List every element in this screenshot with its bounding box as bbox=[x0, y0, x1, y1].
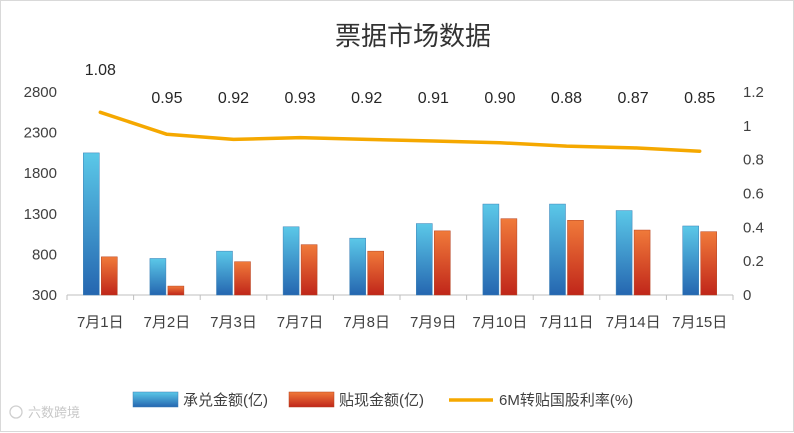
x-tick-label: 7月14日 bbox=[606, 314, 661, 331]
bars bbox=[83, 152, 717, 296]
rate-data-label: 0.87 bbox=[618, 90, 649, 107]
bar-discount bbox=[567, 220, 584, 296]
y-right-tick-label: 0.8 bbox=[743, 152, 764, 169]
bar-discount bbox=[500, 218, 518, 296]
legend-label-acceptance: 承兑金额(亿) bbox=[183, 392, 268, 409]
rate-line bbox=[98, 110, 702, 153]
legend: 承兑金额(亿) 贴现金额(亿) 6M转贴国股利率(%) bbox=[132, 391, 633, 409]
y-left-tick-label: 800 bbox=[32, 246, 57, 263]
watermark-text: 六数跨境 bbox=[28, 405, 80, 420]
bar-acceptance bbox=[149, 258, 167, 296]
legend-label-discount: 贴现金额(亿) bbox=[339, 392, 424, 409]
bar-discount bbox=[300, 244, 318, 296]
y-left-tick-label: 300 bbox=[32, 287, 57, 304]
bar-discount bbox=[633, 229, 651, 296]
bar-discount bbox=[434, 230, 451, 296]
bar-acceptance bbox=[349, 237, 366, 296]
axes: 7月1日 7月2日 7月3日 7月7日 7月8日 7月9日 7月10日 7月11日 7月14日 7… bbox=[24, 84, 764, 331]
y-left-tick-label: 2800 bbox=[24, 84, 57, 101]
chart-title: 票据市场数据 bbox=[335, 22, 491, 52]
x-tick-label: 7月2日 bbox=[144, 314, 191, 331]
x-tick-label: 7月9日 bbox=[410, 314, 457, 331]
rate-data-label: 1.08 bbox=[85, 62, 116, 79]
x-tick-label: 7月7日 bbox=[277, 314, 324, 331]
watermark: 六数跨境 bbox=[9, 405, 80, 420]
legend-swatch-discount bbox=[288, 391, 335, 408]
bar-acceptance bbox=[416, 223, 433, 296]
rate-data-label: 0.91 bbox=[418, 90, 449, 107]
y-left-tick-label: 1800 bbox=[24, 165, 57, 182]
bar-discount bbox=[367, 250, 384, 296]
bar-discount bbox=[101, 256, 118, 296]
bar-acceptance bbox=[216, 250, 233, 296]
rate-data-label: 0.92 bbox=[351, 90, 382, 107]
y-left-tick-label: 2300 bbox=[24, 125, 57, 142]
watermark-logo-icon bbox=[9, 405, 23, 419]
rate-data-label: 0.93 bbox=[285, 90, 316, 107]
y-right-tick-label: 0 bbox=[743, 287, 751, 304]
x-tick-label: 7月3日 bbox=[210, 314, 257, 331]
bar-acceptance bbox=[83, 152, 100, 296]
legend-label-rate: 6M转贴国股利率(%) bbox=[499, 392, 633, 409]
rate-data-label: 0.88 bbox=[551, 90, 582, 107]
y-left-tick-label: 1300 bbox=[24, 206, 57, 223]
bar-discount bbox=[234, 261, 251, 296]
rate-line-path bbox=[98, 110, 702, 153]
rate-data-label: 0.92 bbox=[218, 90, 249, 107]
bar-discount bbox=[167, 285, 185, 296]
x-tick-label: 7月15日 bbox=[672, 314, 727, 331]
legend-swatch-acceptance bbox=[132, 391, 179, 408]
y-right-tick-label: 0.6 bbox=[743, 186, 764, 203]
y-right-tick-label: 1.2 bbox=[743, 84, 764, 101]
x-tick-label: 7月10日 bbox=[472, 314, 527, 331]
rate-data-label: 0.90 bbox=[484, 90, 515, 107]
x-tick-label: 7月11日 bbox=[540, 314, 594, 331]
bar-acceptance bbox=[482, 203, 500, 296]
y-right-tick-label: 1 bbox=[743, 118, 751, 135]
bar-discount bbox=[700, 231, 717, 296]
y-right-tick-label: 0.2 bbox=[743, 253, 764, 270]
x-tick-label: 7月8日 bbox=[343, 314, 390, 331]
bar-acceptance bbox=[682, 225, 699, 296]
y-right-tick-label: 0.4 bbox=[743, 219, 764, 236]
data-labels: 1.08 0.95 0.92 0.93 0.92 0.91 0.90 0.88 0.87 0.85 bbox=[85, 62, 716, 107]
rate-data-label: 0.85 bbox=[684, 90, 715, 107]
x-tick-label: 7月1日 bbox=[77, 314, 124, 331]
bar-acceptance bbox=[615, 210, 633, 296]
rate-data-label: 0.95 bbox=[151, 90, 182, 107]
bar-acceptance bbox=[282, 226, 300, 296]
bar-acceptance bbox=[549, 203, 566, 296]
